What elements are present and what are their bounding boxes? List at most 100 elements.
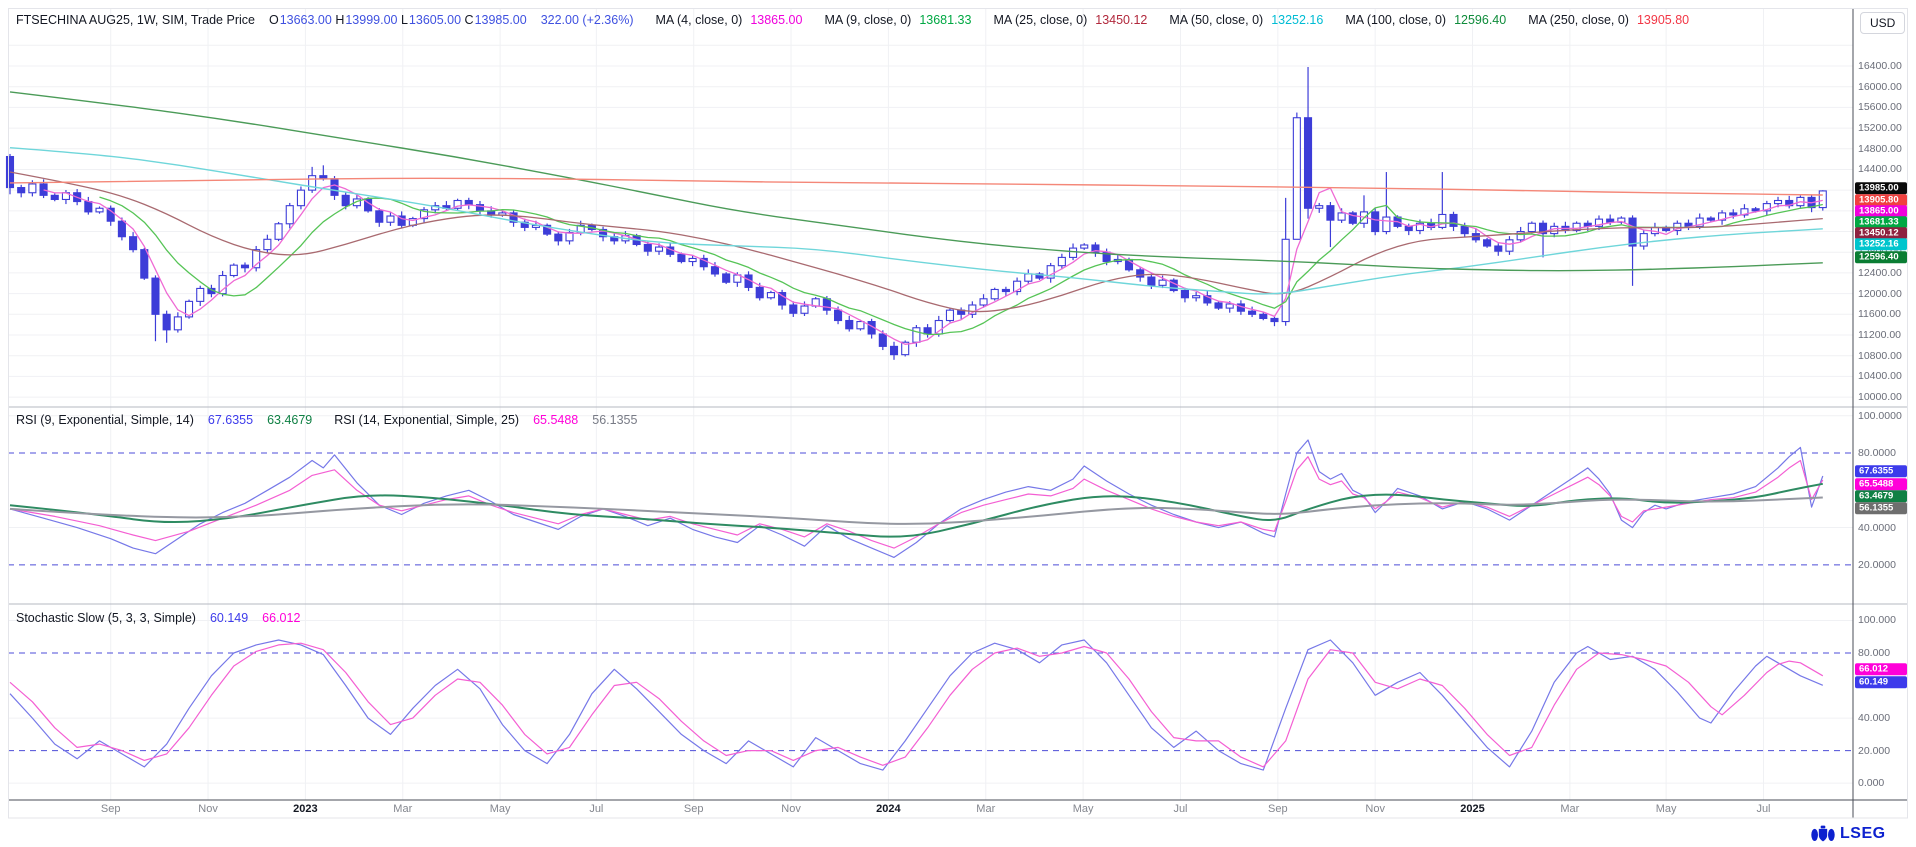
candle-body (196, 287, 205, 302)
candle-body (173, 316, 182, 331)
candle-body (1147, 276, 1156, 286)
candle-body (1024, 273, 1033, 282)
rsi-line-0 (9, 439, 1824, 559)
currency-button[interactable]: USD (1860, 12, 1906, 34)
ma-legend-item[interactable]: MA (25, close, 0) 13450.12 (993, 13, 1147, 27)
candle-body (162, 313, 171, 331)
rsi-pane-legend[interactable]: RSI (9, Exponential, Simple, 14) 67.6355… (16, 413, 651, 427)
candle-body (453, 199, 462, 209)
candle-body (1013, 280, 1022, 293)
candle-body (1415, 222, 1424, 232)
stochastic-label: Stochastic Slow (5, 3, 3, Simple) (16, 611, 196, 625)
ma-legend-label: MA (100, close, 0) (1345, 13, 1447, 27)
candle-body (1158, 279, 1167, 286)
ma-legend-item[interactable]: MA (100, close, 0) 12596.40 (1345, 13, 1506, 27)
candle-body (968, 304, 977, 315)
candle-body (1069, 247, 1078, 258)
candle-body (1527, 222, 1536, 233)
candle-body (330, 178, 339, 196)
candle-body (184, 300, 194, 318)
candle-body (117, 220, 126, 238)
ma-legend-value: 13865.00 (750, 13, 803, 27)
ma-legend-item[interactable]: MA (4, close, 0) 13865.00 (655, 13, 802, 27)
candle-body (1740, 208, 1749, 216)
rsi-study-1-label: RSI (9, Exponential, Simple, 14) (16, 413, 194, 427)
candle-body (878, 333, 887, 347)
candle-body (218, 274, 227, 295)
candle-body (50, 194, 59, 201)
candle-body (1516, 230, 1525, 241)
candle-body (1270, 317, 1279, 323)
candle-body (509, 212, 518, 223)
time-scale[interactable] (8, 800, 1853, 818)
candle-body (1248, 310, 1257, 315)
ma-legend-item[interactable]: MA (50, close, 0) 13252.16 (1169, 13, 1323, 27)
candle-body (778, 292, 787, 306)
ma-legend-label: MA (4, close, 0) (655, 13, 743, 27)
ohlc-key: C (461, 13, 474, 27)
candle-body (274, 223, 283, 240)
stochastic-d-value: 66.012 (262, 611, 301, 625)
lseg-logo-text: LSEG (1840, 825, 1886, 842)
candle-body (1192, 295, 1201, 299)
candle-body (1762, 203, 1771, 212)
candle-body (1460, 225, 1469, 235)
candle-body (308, 175, 317, 191)
candle-body (1057, 256, 1066, 267)
candle-body (352, 198, 361, 207)
candle-body (688, 257, 697, 263)
ma25-line (9, 171, 1823, 313)
candle-body (296, 189, 305, 207)
ma-legend-label: MA (50, close, 0) (1169, 13, 1264, 27)
price-pane-legend[interactable]: FTSECHINA AUG25, 1W, SIM, Trade Price O1… (16, 13, 1689, 27)
candle-body (1628, 217, 1637, 247)
candle-body (901, 341, 910, 356)
candle-body (464, 199, 473, 206)
price-scale[interactable] (1854, 8, 1908, 800)
candle-body (1180, 289, 1189, 299)
candle-body (1773, 199, 1783, 205)
rsi-line-3 (9, 496, 1823, 525)
candle-body (1729, 212, 1738, 216)
candle-body (889, 345, 899, 356)
candle-body (419, 209, 429, 220)
ma-legend-label: MA (250, close, 0) (1528, 13, 1629, 27)
candle-body (1035, 273, 1044, 279)
candle-body (229, 264, 238, 277)
candle-body (923, 327, 932, 335)
ma-legend-item[interactable]: MA (250, close, 0) 13905.80 (1528, 13, 1689, 27)
candle-body (1695, 217, 1704, 227)
candle-body (151, 277, 160, 315)
candles-series (5, 67, 1827, 360)
stoch-line-0 (9, 639, 1824, 771)
lseg-crest-icon (1811, 825, 1835, 842)
candle-body (263, 238, 272, 251)
ma100-line (9, 91, 1823, 272)
candle-body (979, 298, 988, 306)
rsi-line-1 (9, 456, 1824, 549)
candle-body (845, 319, 854, 330)
candle-body (934, 319, 943, 335)
ma-legend-item[interactable]: MA (9, close, 0) 13681.33 (824, 13, 971, 27)
lseg-logo: LSEG (1810, 824, 1886, 844)
ma-legend-label: MA (9, close, 0) (824, 13, 912, 27)
candle-body (1639, 233, 1648, 247)
candle-body (1494, 245, 1503, 252)
ma-legend: MA (4, close, 0) 13865.00 MA (9, close, 0)… (647, 13, 1689, 27)
ma50-line (9, 147, 1823, 295)
rsi-study-1-value: 67.6355 (207, 413, 254, 427)
ohlc-key: O (268, 13, 279, 27)
ohlc-value: 13999.00 (345, 13, 398, 27)
candle-body (1483, 239, 1492, 247)
candle-body (28, 183, 37, 194)
ohlc-key: L (397, 13, 408, 27)
candle-body (1606, 218, 1615, 223)
candle-body (285, 205, 294, 225)
candle-body (856, 320, 865, 330)
candle-body (990, 288, 999, 300)
ma-legend-value: 13252.16 (1271, 13, 1324, 27)
candle-body (722, 273, 731, 283)
stochastic-pane-legend[interactable]: Stochastic Slow (5, 3, 3, Simple) 60.149… (16, 611, 314, 625)
candle-body (1505, 239, 1514, 252)
